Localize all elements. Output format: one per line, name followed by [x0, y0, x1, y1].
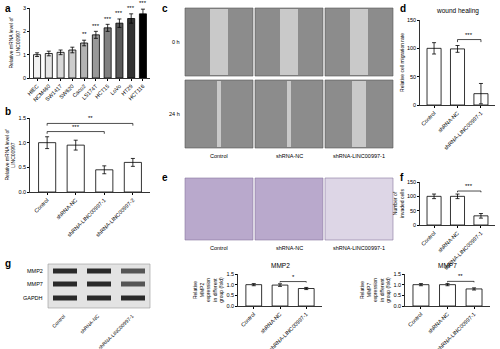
svg-text:0: 0: [23, 75, 26, 81]
svg-text:HCT116: HCT116: [127, 83, 145, 101]
svg-text:**: **: [88, 115, 93, 121]
svg-text:2: 2: [23, 28, 26, 34]
svg-text:MMP2: MMP2: [271, 262, 290, 269]
svg-text:1.0: 1.0: [393, 282, 401, 288]
svg-text:SW1417: SW1417: [44, 83, 63, 102]
svg-text:shRNA-LINC00997-1: shRNA-LINC00997-1: [97, 313, 135, 349]
svg-text:Relative mRNA level ofLINC0099: Relative mRNA level ofLINC00997: [8, 17, 21, 69]
svg-text:0: 0: [413, 102, 416, 108]
svg-text:e: e: [162, 172, 168, 183]
svg-text:HCT15: HCT15: [94, 83, 111, 100]
svg-text:shRNA-LINC00997-1: shRNA-LINC00997-1: [268, 311, 309, 349]
svg-text:Control: Control: [240, 311, 257, 328]
svg-text:a: a: [5, 3, 11, 14]
svg-text:shRNA-NC: shRNA-NC: [55, 197, 78, 220]
svg-text:150: 150: [407, 17, 416, 23]
svg-text:LoVo: LoVo: [109, 83, 122, 96]
svg-text:d: d: [400, 3, 406, 14]
svg-text:50: 50: [410, 208, 416, 214]
svg-text:shRNA-NC: shRNA-NC: [437, 230, 460, 253]
svg-text:MMP7: MMP7: [438, 262, 457, 269]
svg-text:NCM460: NCM460: [32, 83, 52, 103]
svg-text:1: 1: [23, 52, 26, 58]
svg-text:MMP7: MMP7: [27, 281, 43, 287]
svg-text:shRNA-NC: shRNA-NC: [437, 110, 460, 133]
svg-text:Control: Control: [33, 197, 50, 214]
svg-text:shRNA-LINC00997-1: shRNA-LINC00997-1: [436, 311, 477, 349]
svg-text:0.5: 0.5: [18, 164, 26, 170]
svg-text:wound healing: wound healing: [436, 7, 479, 15]
svg-text:**: **: [458, 273, 463, 279]
svg-text:24 h: 24 h: [169, 111, 180, 117]
svg-text:**: **: [82, 31, 87, 37]
svg-text:1.0: 1.0: [226, 282, 234, 288]
svg-text:0 h: 0 h: [172, 39, 180, 45]
svg-text:1.0: 1.0: [18, 140, 26, 146]
svg-text:Relative cell migration rate: Relative cell migration rate: [399, 33, 405, 92]
svg-text:Relative mRNA level ofLINC0099: Relative mRNA level ofLINC00997: [4, 129, 17, 181]
svg-text:***: ***: [465, 32, 473, 38]
svg-text:HT29: HT29: [120, 83, 134, 97]
svg-text:shRNA-LINC00997-1: shRNA-LINC00997-1: [66, 197, 107, 238]
svg-text:Number ofinvaded cells: Number ofinvaded cells: [392, 189, 405, 218]
svg-text:100: 100: [407, 45, 416, 51]
svg-text:100: 100: [407, 193, 416, 199]
svg-text:shRNA-NC: shRNA-NC: [276, 245, 303, 251]
svg-text:1.5: 1.5: [393, 271, 401, 277]
svg-text:0.5: 0.5: [393, 292, 401, 298]
svg-text:*: *: [292, 274, 295, 280]
svg-text:shRNA-NC: shRNA-NC: [276, 153, 303, 159]
svg-text:b: b: [5, 106, 11, 117]
svg-text:RelativeMMP7expressionin diffe: RelativeMMP7expressionin differentgroup …: [359, 277, 391, 303]
svg-text:0.0: 0.0: [226, 303, 234, 309]
svg-text:Control: Control: [420, 110, 437, 127]
svg-text:***: ***: [104, 16, 112, 22]
svg-text:LS174T: LS174T: [81, 83, 99, 101]
svg-text:0: 0: [413, 222, 416, 228]
svg-text:g: g: [5, 258, 11, 269]
svg-text:shRNA-LINC00997-1: shRNA-LINC00997-1: [443, 110, 484, 151]
svg-text:1.5: 1.5: [18, 115, 26, 121]
svg-text:shRNA-LINC00997-1: shRNA-LINC00997-1: [333, 153, 385, 159]
svg-text:shRNA-NC: shRNA-NC: [259, 311, 282, 334]
svg-text:***: ***: [92, 23, 100, 29]
svg-text:***: ***: [72, 124, 80, 130]
svg-text:shRNA-NC: shRNA-NC: [427, 311, 450, 334]
svg-text:***: ***: [139, 0, 147, 6]
svg-text:Control: Control: [210, 153, 228, 159]
svg-text:150: 150: [407, 179, 416, 185]
svg-text:c: c: [162, 3, 168, 14]
svg-text:Control: Control: [407, 311, 424, 328]
svg-text:Control: Control: [210, 245, 228, 251]
svg-text:shRNA-LINC00997-1: shRNA-LINC00997-1: [333, 245, 385, 251]
svg-text:shRNA-NC: shRNA-NC: [79, 313, 101, 335]
svg-text:1.5: 1.5: [226, 271, 234, 277]
svg-text:0.5: 0.5: [226, 292, 234, 298]
svg-text:Control: Control: [51, 313, 67, 329]
svg-text:0.0: 0.0: [18, 189, 26, 195]
svg-text:GAPDH: GAPDH: [23, 295, 43, 301]
svg-text:Caco2: Caco2: [71, 83, 86, 98]
svg-text:SW620: SW620: [58, 83, 75, 100]
svg-text:50: 50: [410, 74, 416, 80]
svg-text:***: ***: [465, 183, 473, 189]
svg-text:MMP2: MMP2: [27, 268, 43, 274]
svg-text:RelativeMMP2expressionin diffe: RelativeMMP2expressionin differentgroup …: [192, 277, 224, 303]
svg-text:***: ***: [115, 10, 123, 16]
svg-text:0.0: 0.0: [393, 303, 401, 309]
svg-text:Control: Control: [420, 230, 437, 247]
svg-text:f: f: [400, 172, 404, 183]
svg-text:***: ***: [127, 5, 135, 11]
svg-text:shRNA-LINC00997-1: shRNA-LINC00997-1: [443, 230, 484, 271]
svg-text:HIEC: HIEC: [26, 83, 40, 97]
svg-text:shRNA-LINC00997-2: shRNA-LINC00997-2: [95, 197, 136, 238]
svg-text:3: 3: [23, 5, 26, 11]
